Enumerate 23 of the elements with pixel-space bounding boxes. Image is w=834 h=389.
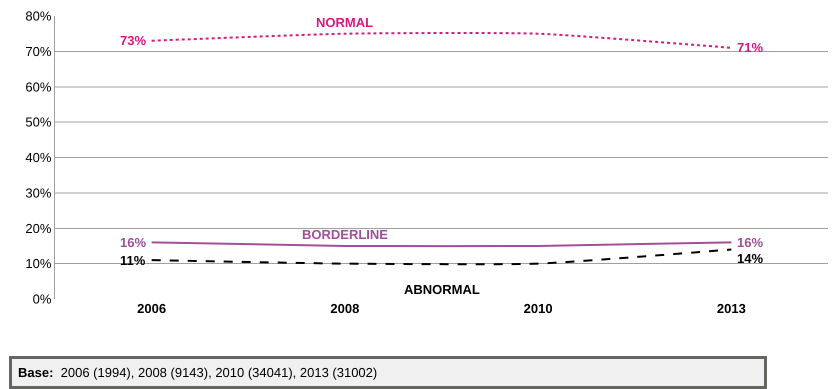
x-tick-label: 2008 — [330, 301, 360, 316]
y-tick-label: 60% — [25, 79, 52, 94]
data-label: 16% — [120, 235, 146, 250]
y-tick-label: 30% — [25, 185, 52, 200]
x-tick-label: 2010 — [524, 301, 553, 316]
series-label: ABNORMAL — [404, 282, 480, 297]
y-tick-label: 50% — [25, 114, 52, 130]
data-label: 11% — [120, 253, 146, 268]
data-label: 71% — [737, 40, 764, 55]
y-tick-label: 10% — [25, 256, 52, 272]
series-label: BORDERLINE — [302, 227, 388, 242]
data-label: 73% — [120, 33, 146, 48]
x-tick-label: 2013 — [716, 301, 746, 316]
data-label: 14% — [737, 251, 764, 266]
y-tick-label: 20% — [25, 220, 52, 236]
data-label: 16% — [737, 235, 764, 250]
x-tick-label: 2006 — [137, 301, 166, 316]
y-tick-label: 70% — [25, 44, 52, 59]
text: Base: 2006 (1994), 2008 (9143), 2010 (34041), 2013 (31002) — [18, 365, 378, 380]
series-label: NORMAL — [316, 15, 374, 30]
y-tick-label: 40% — [25, 150, 52, 166]
y-tick-label: 80% — [25, 8, 52, 24]
y-tick-label: 0% — [32, 292, 52, 307]
